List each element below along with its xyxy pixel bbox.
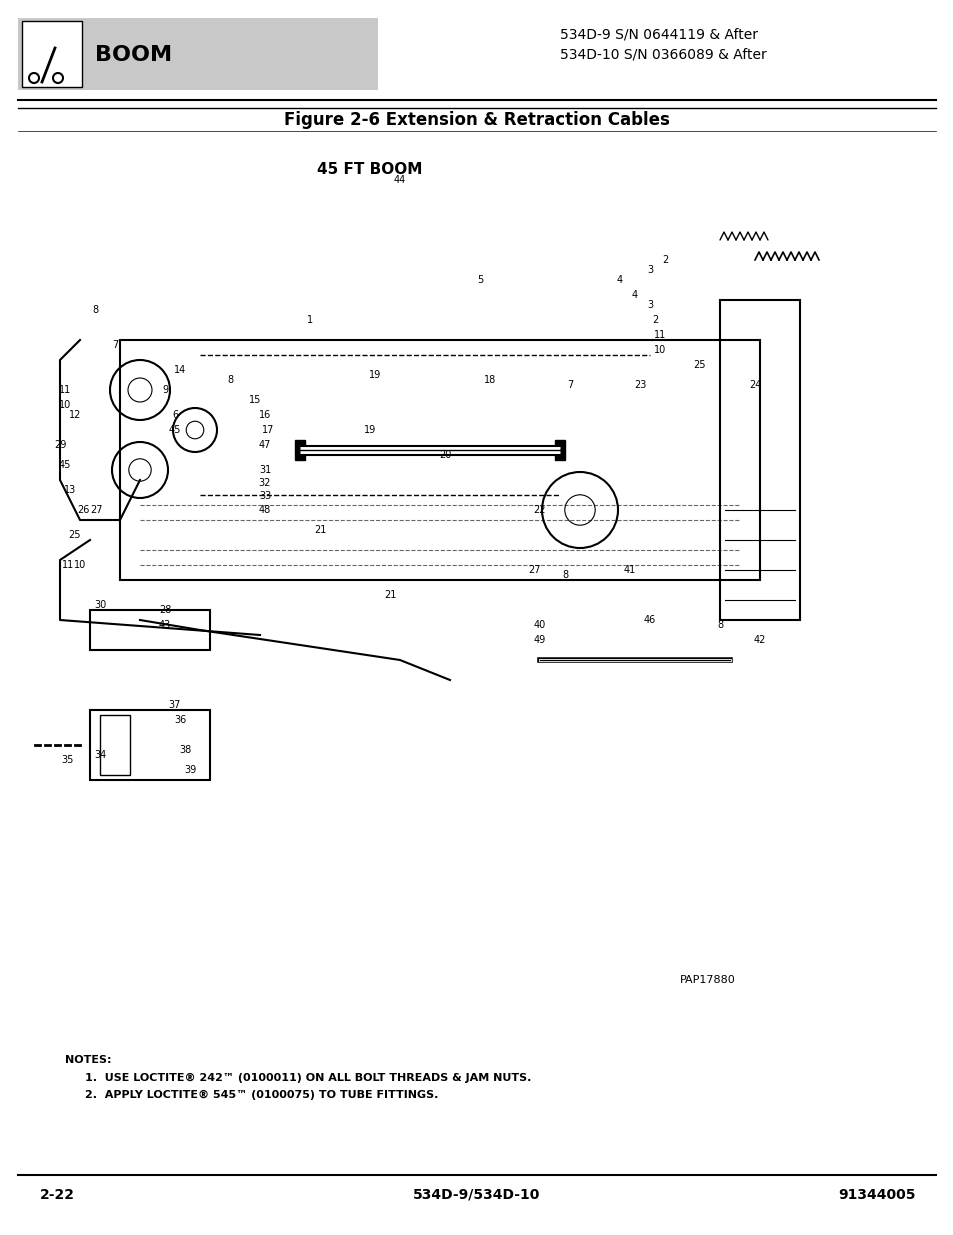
Text: 19: 19: [363, 425, 375, 435]
Text: BOOM: BOOM: [95, 44, 172, 65]
Text: 534D-9/534D-10: 534D-9/534D-10: [413, 1188, 540, 1202]
Text: Figure 2-6 Extension & Retraction Cables: Figure 2-6 Extension & Retraction Cables: [284, 111, 669, 128]
Text: 8: 8: [227, 375, 233, 385]
Text: 534D-10 S/N 0366089 & After: 534D-10 S/N 0366089 & After: [559, 48, 766, 62]
Text: 30: 30: [93, 600, 106, 610]
Text: 9: 9: [162, 385, 168, 395]
Text: 7: 7: [566, 380, 573, 390]
Text: 5: 5: [476, 275, 482, 285]
Text: 24: 24: [748, 380, 760, 390]
Text: 49: 49: [534, 635, 545, 645]
Text: 39: 39: [184, 764, 196, 776]
Text: 10: 10: [73, 559, 86, 571]
Text: 11: 11: [59, 385, 71, 395]
Text: 40: 40: [534, 620, 545, 630]
Bar: [555, 440, 564, 459]
Text: 17: 17: [261, 425, 274, 435]
Text: 35: 35: [62, 755, 74, 764]
Text: 21: 21: [383, 590, 395, 600]
Text: 6: 6: [172, 410, 178, 420]
Bar: [18, 19, 377, 90]
Text: 1: 1: [307, 315, 313, 325]
Text: 3: 3: [646, 266, 653, 275]
Text: 25: 25: [693, 359, 705, 370]
Text: 46: 46: [643, 615, 656, 625]
Text: 7: 7: [112, 340, 118, 350]
Text: PAP17880: PAP17880: [679, 974, 735, 986]
Text: 15: 15: [249, 395, 261, 405]
Text: 2-22: 2-22: [40, 1188, 75, 1202]
Text: 47: 47: [258, 440, 271, 450]
Text: 27: 27: [528, 564, 540, 576]
Text: 3: 3: [646, 300, 653, 310]
Bar: [100, 715, 130, 776]
Text: 23: 23: [633, 380, 645, 390]
Text: 44: 44: [394, 175, 406, 185]
Text: 43: 43: [159, 620, 171, 630]
Text: 26: 26: [77, 505, 89, 515]
Bar: [22, 21, 82, 86]
Text: 13: 13: [64, 485, 76, 495]
Text: 4: 4: [631, 290, 638, 300]
Text: 534D-9 S/N 0644119 & After: 534D-9 S/N 0644119 & After: [559, 28, 758, 42]
Text: 91344005: 91344005: [838, 1188, 915, 1202]
Text: 25: 25: [69, 530, 81, 540]
Bar: [90, 710, 210, 781]
Text: 21: 21: [314, 525, 326, 535]
Text: 41: 41: [623, 564, 636, 576]
Text: 10: 10: [59, 400, 71, 410]
Text: 2: 2: [661, 254, 667, 266]
Text: 32: 32: [258, 478, 271, 488]
Text: 8: 8: [717, 620, 722, 630]
Text: 27: 27: [91, 505, 103, 515]
Text: 29: 29: [53, 440, 66, 450]
Text: 12: 12: [69, 410, 81, 420]
Text: 4: 4: [617, 275, 622, 285]
Text: 48: 48: [258, 505, 271, 515]
Text: 45: 45: [169, 425, 181, 435]
Text: 11: 11: [653, 330, 665, 340]
Bar: [294, 440, 305, 459]
Text: 11: 11: [62, 559, 74, 571]
Text: 14: 14: [173, 366, 186, 375]
Text: 45 FT BOOM: 45 FT BOOM: [317, 163, 422, 178]
Text: 37: 37: [169, 700, 181, 710]
Bar: [120, 340, 760, 580]
Text: 45: 45: [59, 459, 71, 471]
Text: 18: 18: [483, 375, 496, 385]
Text: 38: 38: [178, 745, 191, 755]
Bar: [720, 300, 800, 620]
Text: 36: 36: [173, 715, 186, 725]
Text: 34: 34: [93, 750, 106, 760]
Text: 42: 42: [753, 635, 765, 645]
Text: 33: 33: [258, 492, 271, 501]
Text: 28: 28: [158, 605, 171, 615]
Bar: [90, 610, 210, 650]
Text: 8: 8: [91, 305, 98, 315]
Text: 16: 16: [258, 410, 271, 420]
Text: 2: 2: [651, 315, 658, 325]
Text: NOTES:: NOTES:: [65, 1055, 112, 1065]
Text: 31: 31: [258, 466, 271, 475]
Text: 2.  APPLY LOCTITE® 545™ (0100075) TO TUBE FITTINGS.: 2. APPLY LOCTITE® 545™ (0100075) TO TUBE…: [85, 1091, 438, 1100]
Text: 20: 20: [438, 450, 451, 459]
Text: 19: 19: [369, 370, 381, 380]
Text: 10: 10: [653, 345, 665, 354]
Text: 1.  USE LOCTITE® 242™ (0100011) ON ALL BOLT THREADS & JAM NUTS.: 1. USE LOCTITE® 242™ (0100011) ON ALL BO…: [85, 1073, 531, 1083]
Text: 22: 22: [533, 505, 546, 515]
Text: 8: 8: [561, 571, 567, 580]
